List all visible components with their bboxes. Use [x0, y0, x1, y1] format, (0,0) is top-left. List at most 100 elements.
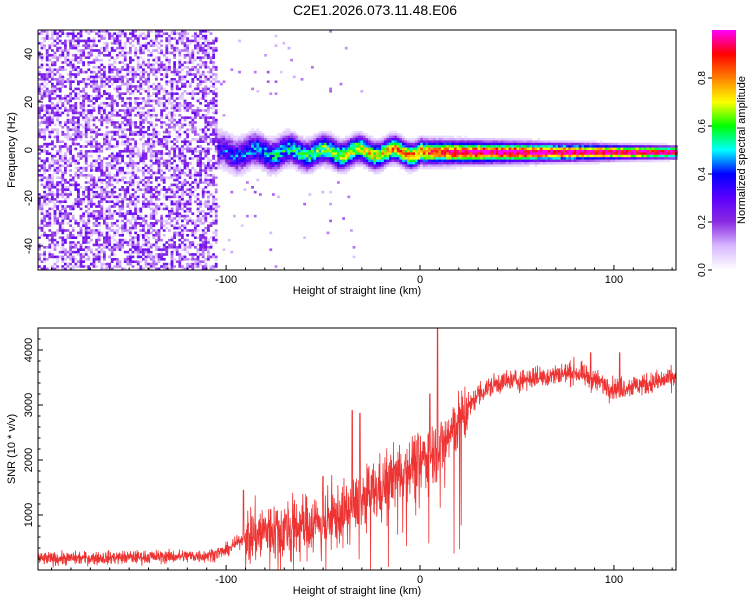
spectrogram-cell [51, 116, 54, 119]
spectrogram-cell [152, 207, 156, 211]
spectrogram-cell [149, 63, 153, 67]
spectrogram-cell [295, 169, 299, 172]
spectrogram-cell [144, 116, 148, 119]
spectrogram-cell [285, 128, 288, 131]
spectrogram-cell [144, 130, 148, 134]
spectrogram-cell [56, 109, 59, 112]
spectrogram-cell [100, 159, 104, 163]
spectrogram-cell [173, 224, 176, 227]
spectrogram-cell [196, 171, 200, 175]
spectrogram-cell [152, 142, 156, 146]
spectrogram-cell [290, 138, 293, 141]
spectrogram-cell [160, 258, 163, 261]
spectrogram-cell [155, 61, 158, 64]
spectrogram-cell [277, 171, 280, 175]
spectrogram-cell [77, 70, 80, 74]
spectrogram-cell [97, 49, 101, 52]
spectrogram-cell [178, 212, 182, 215]
spectrogram-cell [303, 171, 306, 175]
spectrogram-cell [282, 157, 286, 160]
spectrogram-cell [84, 186, 88, 189]
spectrogram-cell [123, 260, 127, 263]
spectrogram-cell [113, 202, 117, 206]
spectrogram-cell [381, 142, 384, 146]
spectrogram-cell [222, 166, 226, 170]
spectrogram-cell [222, 80, 226, 83]
spectrogram-cell [116, 159, 119, 163]
spectrogram-cell [337, 142, 340, 146]
spectrogram-cell [118, 150, 122, 153]
spectrogram-cell [394, 142, 397, 146]
spectrogram-cell [123, 46, 127, 50]
spectrogram-cell [175, 246, 179, 249]
spectrogram-cell [155, 30, 158, 33]
spectrogram-cell [90, 200, 93, 203]
spectrogram-cell [121, 150, 124, 153]
spectrogram-cell [181, 97, 184, 100]
spectrogram-cell [220, 159, 223, 163]
spectrogram-cell [251, 133, 254, 136]
spectrogram-cell [240, 224, 244, 227]
spectrogram-cell [121, 212, 124, 215]
spectrogram-cell [188, 147, 192, 151]
spectrogram-cell [188, 70, 192, 74]
spectrogram-cell [116, 260, 119, 263]
spectrogram-cell [207, 226, 210, 230]
spectrogram-cell [178, 195, 182, 199]
spectrogram-cell [61, 30, 65, 33]
spectrogram-cell [129, 178, 132, 182]
spectrogram-cell [186, 109, 189, 112]
spectrogram-cell [196, 145, 200, 148]
spectrogram-cell [246, 150, 249, 153]
spectrogram-cell [64, 262, 67, 266]
spectrogram-cell [248, 142, 252, 146]
spectrogram-cell [134, 176, 137, 179]
spectrogram-cell [53, 214, 57, 218]
spectrogram-cell [74, 181, 78, 184]
spectrogram-cell [178, 157, 182, 160]
spectrogram-cell [134, 195, 137, 199]
spectrogram-cell [118, 212, 122, 215]
spectrogram-cell [71, 121, 75, 124]
spectrogram-cell [266, 162, 270, 165]
spectrogram-cell [142, 145, 145, 148]
spectrogram-cell [191, 181, 195, 184]
spectrogram-cell [186, 200, 189, 203]
spectrogram-cell [90, 164, 93, 167]
spectrogram-cell [71, 258, 75, 261]
spectrogram-cell [79, 207, 83, 211]
spectrogram-cell [157, 32, 161, 35]
spectrogram-cell [149, 174, 153, 177]
spectrogram-cell [155, 246, 158, 249]
spectrogram-cell [131, 162, 135, 165]
spectrogram-cell [269, 231, 273, 235]
spectrogram-cell [196, 224, 200, 227]
spectrogram-cell [134, 70, 137, 74]
spectrogram-cell [214, 198, 218, 201]
spectrogram-cell [165, 176, 169, 179]
spectrogram-cell [168, 152, 171, 155]
spectrogram-cell [191, 258, 195, 261]
spectrogram-cell [225, 130, 228, 134]
spectrogram-cell [144, 111, 148, 115]
spectrogram-cell [347, 150, 351, 153]
spectrogram-cell [357, 164, 361, 167]
spectrogram-cell [71, 241, 75, 244]
spectrogram-cell [186, 174, 189, 177]
spectrogram-cell [214, 123, 218, 127]
spectrogram-cell [100, 80, 104, 83]
spectrogram-cell [126, 114, 130, 117]
spectrogram-cell [48, 174, 52, 177]
spectrogram-cell [129, 82, 132, 86]
spectrogram-cell [79, 217, 83, 220]
spectrogram-cell [181, 159, 184, 163]
spectrogram-cell [123, 92, 127, 95]
spectrogram-cell [64, 44, 67, 47]
spectrogram-cell [344, 138, 348, 141]
spectrogram-cell [173, 78, 176, 81]
spectrogram-cell [201, 253, 205, 256]
spectrogram-cell [105, 130, 109, 134]
spectrogram-cell [225, 145, 228, 148]
spectrogram-cell [121, 32, 124, 35]
spectrogram-cell [212, 90, 215, 93]
